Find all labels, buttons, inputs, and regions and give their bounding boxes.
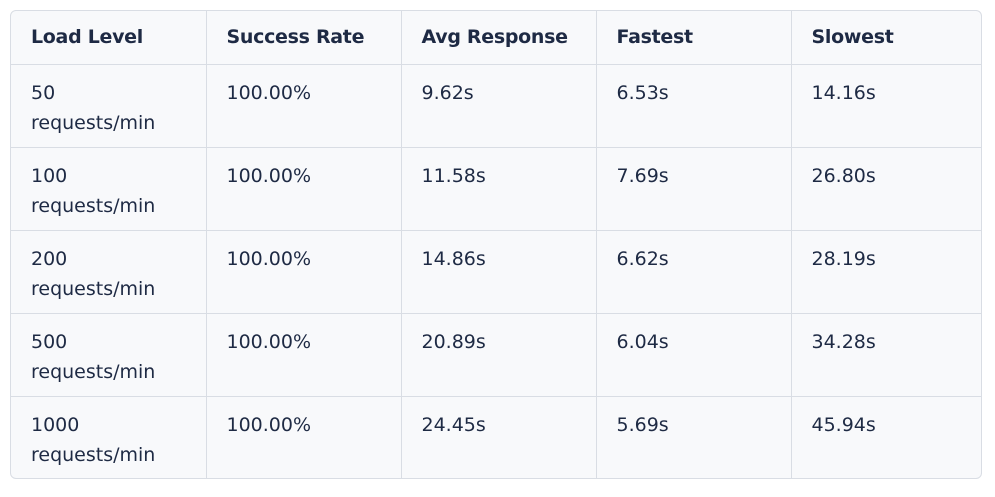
cell-avg-response: 20.89s — [401, 313, 597, 397]
cell-slowest: 34.28s — [791, 313, 981, 397]
table-row: 1000 requests/min 100.00% 24.45s 5.69s 4… — [11, 396, 981, 478]
cell-avg-response: 24.45s — [401, 396, 597, 478]
load-test-table-container: Load Level Success Rate Avg Response Fas… — [10, 10, 982, 479]
cell-load-level: 100 requests/min — [11, 147, 207, 231]
cell-fastest: 6.53s — [596, 64, 792, 148]
cell-fastest: 6.62s — [596, 230, 792, 314]
cell-load-level: 500 requests/min — [11, 313, 207, 397]
cell-load-level: 200 requests/min — [11, 230, 207, 314]
cell-slowest: 28.19s — [791, 230, 981, 314]
cell-fastest: 5.69s — [596, 396, 792, 478]
cell-load-level: 50 requests/min — [11, 64, 207, 148]
header-avg-response: Avg Response — [401, 11, 597, 65]
cell-slowest: 45.94s — [811, 413, 876, 436]
header-slowest: Slowest — [791, 11, 981, 65]
cell-success-rate: 100.00% — [206, 64, 402, 148]
table-row: 500 requests/min 100.00% 20.89s 6.04s 34… — [11, 313, 981, 397]
cell-slowest: 26.80s — [791, 147, 981, 231]
cell-fastest: 7.69s — [596, 147, 792, 231]
table-row: 100 requests/min 100.00% 11.58s 7.69s 26… — [11, 147, 981, 231]
load-test-table: Load Level Success Rate Avg Response Fas… — [11, 11, 981, 478]
header-fastest: Fastest — [596, 11, 792, 65]
cell-avg-response: 14.86s — [401, 230, 597, 314]
table-row: 50 requests/min 100.00% 9.62s 6.53s 14.1… — [11, 64, 981, 148]
cell-slowest: 14.16s — [791, 64, 981, 148]
table-row: 200 requests/min 100.00% 14.86s 6.62s 28… — [11, 230, 981, 314]
table-header-row: Load Level Success Rate Avg Response Fas… — [11, 11, 981, 65]
cell-avg-response: 11.58s — [401, 147, 597, 231]
cell-load-level: 1000 requests/min — [11, 396, 207, 478]
cell-success-rate: 100.00% — [206, 396, 402, 478]
cell-success-rate: 100.00% — [206, 313, 402, 397]
cell-success-rate: 100.00% — [206, 147, 402, 231]
cell-success-rate: 100.00% — [206, 230, 402, 314]
cell-fastest: 6.04s — [596, 313, 792, 397]
header-success-rate: Success Rate — [206, 11, 402, 65]
cell-avg-response: 9.62s — [401, 64, 597, 148]
header-load-level: Load Level — [11, 11, 207, 65]
